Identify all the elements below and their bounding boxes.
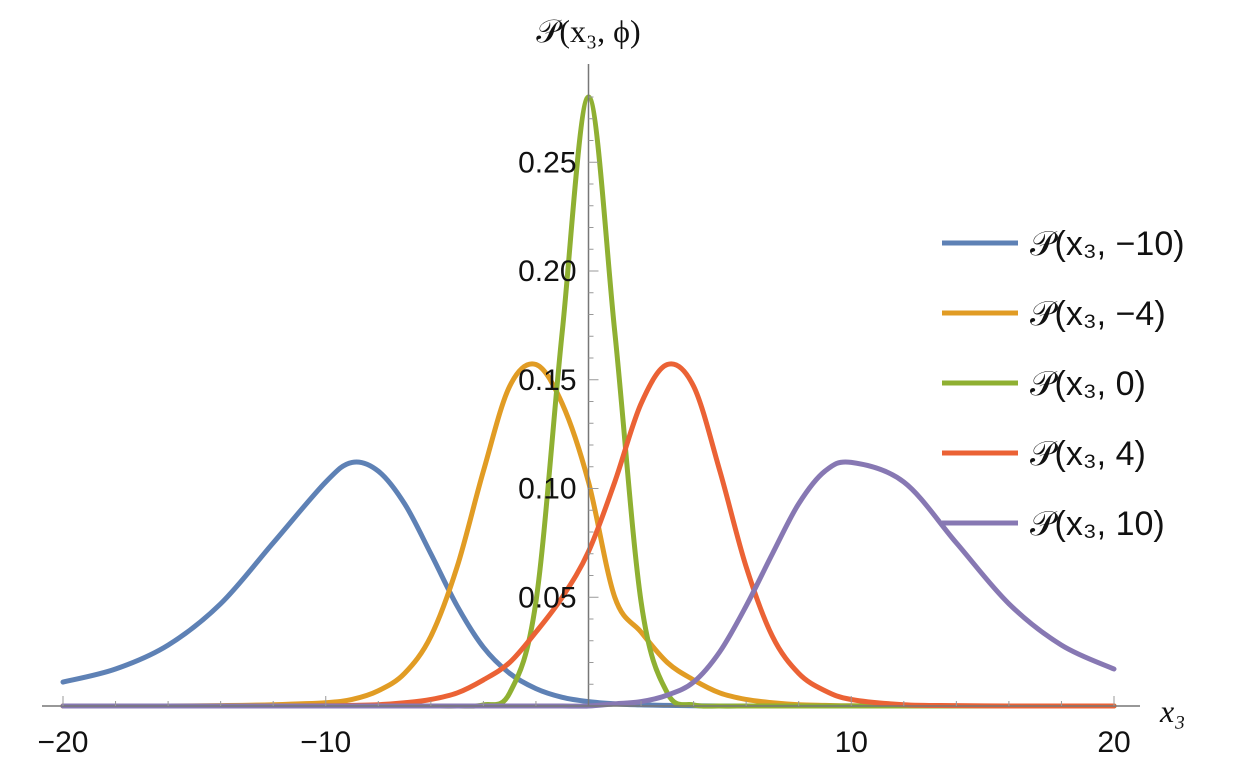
y-tick-label: 0.10 xyxy=(518,473,576,506)
y-tick-label: 0.05 xyxy=(518,581,576,614)
x-tick-label: −10 xyxy=(300,726,351,759)
y-tick-label: 0.20 xyxy=(518,255,576,288)
y-tick-label: 0.15 xyxy=(518,364,576,397)
legend-label-2: 𝒫(x₃, 0) xyxy=(1030,365,1146,403)
x-tick-label: −20 xyxy=(38,726,89,759)
legend-label-4: 𝒫(x₃, 10) xyxy=(1030,505,1165,543)
y-axis-title: 𝒫(x₃, ϕ) xyxy=(536,13,640,49)
legend-label-0: 𝒫(x₃, −10) xyxy=(1030,225,1185,263)
legend-label-3: 𝒫(x₃, 4) xyxy=(1030,435,1146,473)
x-tick-label: 20 xyxy=(1097,726,1130,759)
x-axis-title: x₃ xyxy=(1159,693,1185,729)
x-tick-label: 10 xyxy=(835,726,868,759)
legend-label-1: 𝒫(x₃, −4) xyxy=(1030,295,1166,333)
axes-group: −20 −10 10 20 0.05 0.10 0.15 0.20 0.25 x₃ 𝒫(x₃, ϕ) xyxy=(38,13,1186,759)
legend: 𝒫(x₃, −10) 𝒫(x₃, −4) 𝒫(x₃, 0) 𝒫(x₃, 4) 𝒫(x₃,… xyxy=(942,225,1185,543)
y-tick-label: 0.25 xyxy=(518,146,576,179)
